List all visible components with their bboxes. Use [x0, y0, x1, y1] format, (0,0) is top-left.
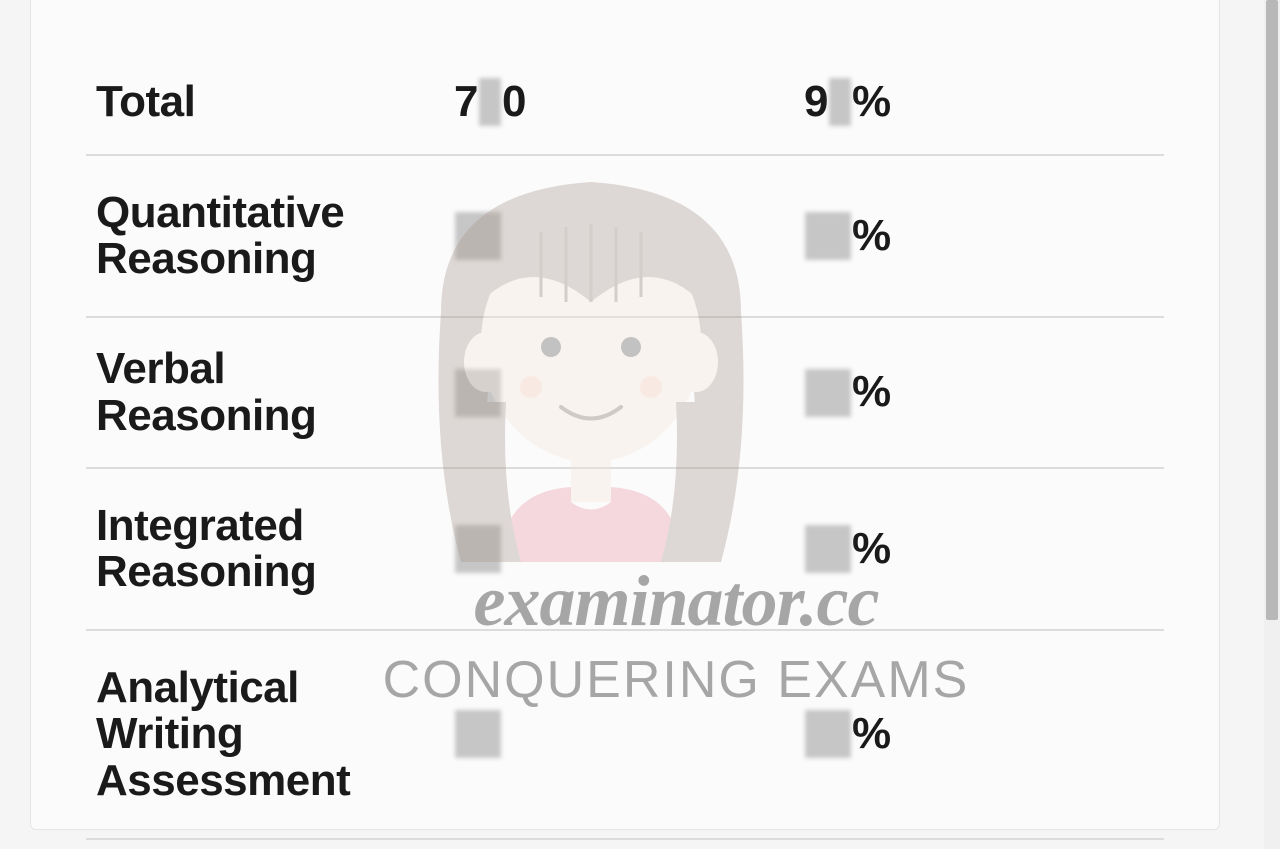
table-row: Integrated Reasoning %: [86, 469, 1164, 631]
row-percentile: %: [804, 525, 1174, 573]
pct-suffix: %: [852, 711, 891, 757]
pct-suffix: %: [852, 369, 891, 415]
blur-block: [479, 78, 501, 126]
row-label: Analytical Writing Assessment: [96, 665, 426, 804]
table-row: Verbal Reasoning %: [86, 318, 1164, 468]
scrollbar-track: [1264, 0, 1280, 849]
row-percentile: %: [804, 369, 1174, 417]
blur-block: [805, 369, 851, 417]
row-score: [454, 212, 804, 260]
row-score: [454, 369, 804, 417]
blur-block: [455, 369, 501, 417]
table-row: Quantitative Reasoning %: [86, 156, 1164, 318]
row-score: 70: [454, 78, 804, 126]
row-percentile: 9%: [804, 78, 1174, 126]
table-row: Analytical Writing Assessment %: [86, 631, 1164, 840]
row-score: [454, 710, 804, 758]
row-percentile: %: [804, 710, 1174, 758]
blur-block: [829, 78, 851, 126]
blur-block: [455, 525, 501, 573]
row-label: Integrated Reasoning: [96, 503, 426, 595]
row-score: [454, 525, 804, 573]
score-card: Total 70 9% Quantitative Reasoning % Ver…: [30, 0, 1220, 830]
row-label: Quantitative Reasoning: [96, 190, 426, 282]
blur-block: [805, 710, 851, 758]
pct-suffix: %: [852, 526, 891, 572]
table-row: Total 70 9%: [86, 50, 1164, 156]
pct-suffix: %: [852, 213, 891, 259]
score-table: Total 70 9% Quantitative Reasoning % Ver…: [86, 50, 1164, 840]
blur-block: [805, 525, 851, 573]
score-suffix: 0: [502, 79, 526, 125]
blur-block: [455, 710, 501, 758]
score-prefix: 7: [454, 79, 478, 125]
pct-suffix: %: [852, 79, 891, 125]
blur-block: [455, 212, 501, 260]
scrollbar-thumb[interactable]: [1266, 0, 1278, 620]
row-label: Total: [96, 79, 426, 125]
row-percentile: %: [804, 212, 1174, 260]
pct-prefix: 9: [804, 79, 828, 125]
blur-block: [805, 212, 851, 260]
row-label: Verbal Reasoning: [96, 346, 426, 438]
